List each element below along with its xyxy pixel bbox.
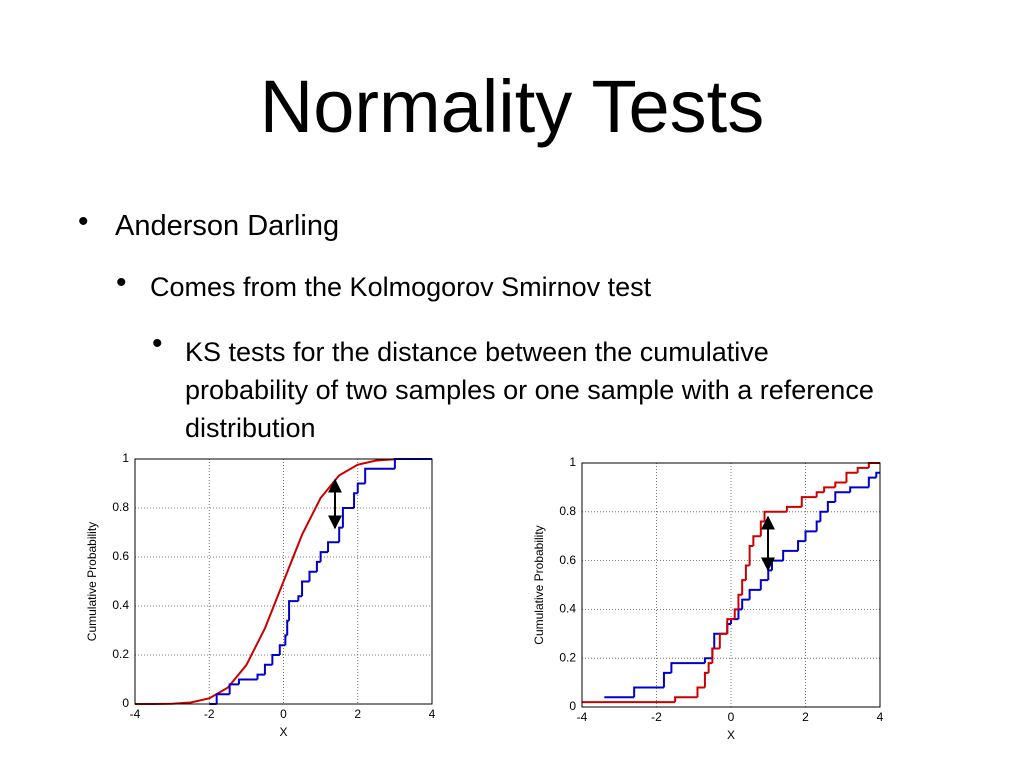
x-tick-label: -4 xyxy=(577,710,588,724)
step-segment xyxy=(849,486,869,493)
step-segment xyxy=(804,530,817,542)
step-segment xyxy=(263,663,273,675)
bullet-text: Comes from the Kolmogorov Smirnov test xyxy=(150,272,652,302)
x-tick-label: 4 xyxy=(877,710,884,724)
y-tick-label: 1 xyxy=(122,451,129,465)
step-segment xyxy=(662,671,672,688)
x-axis-label: X xyxy=(279,725,287,739)
x-tick-label: 0 xyxy=(728,710,735,724)
step-segment xyxy=(797,540,806,551)
step-segment xyxy=(741,579,746,595)
x-tick-label: -2 xyxy=(204,707,215,721)
step-segment xyxy=(856,466,869,473)
plot-frame xyxy=(134,458,433,705)
y-tick-label: 0.2 xyxy=(559,650,576,664)
y-tick-label: 0.6 xyxy=(559,553,576,567)
step-segment xyxy=(356,482,366,494)
step-segment xyxy=(748,544,754,566)
step-segment xyxy=(703,671,709,688)
step-segment xyxy=(215,693,230,704)
y-tick-label: 0 xyxy=(569,699,576,713)
step-segment xyxy=(748,588,761,600)
y-axis-label: Cumulative Probability xyxy=(532,525,546,644)
x-axis-label: X xyxy=(727,728,735,742)
slide-title: Normality Tests xyxy=(259,65,765,148)
x-tick-label: 4 xyxy=(429,707,436,721)
step-segment xyxy=(696,686,705,698)
step-segment xyxy=(308,570,317,582)
y-tick-label: 0.2 xyxy=(112,647,129,661)
step-segment xyxy=(297,595,303,602)
bullet-mark: • xyxy=(116,266,127,299)
step-segment xyxy=(819,510,828,522)
step-segment xyxy=(752,535,761,546)
step-segment xyxy=(823,486,836,493)
x-tick-label: 2 xyxy=(354,707,361,721)
step-segment xyxy=(815,491,825,498)
step-segment xyxy=(288,600,299,621)
step-segment xyxy=(327,541,340,553)
step-segment xyxy=(718,632,728,649)
y-tick-label: 0.8 xyxy=(559,504,576,518)
y-tick-label: 0.4 xyxy=(112,598,129,612)
bullet-mark: • xyxy=(152,327,163,360)
step-segment xyxy=(800,496,817,507)
step-segment xyxy=(733,608,739,620)
step-segment xyxy=(703,657,713,664)
bullet-text: KS tests for the distance between the cu… xyxy=(185,337,874,443)
cdf-curve xyxy=(134,458,395,705)
step-segment xyxy=(875,471,880,478)
step-segment xyxy=(278,644,286,655)
step-segment xyxy=(759,579,769,590)
y-tick-label: 0.6 xyxy=(112,549,129,563)
y-tick-label: 1 xyxy=(569,455,576,469)
x-tick-label: 0 xyxy=(280,707,287,721)
step-segment xyxy=(815,520,821,532)
step-segment xyxy=(826,501,836,512)
step-segment xyxy=(301,580,310,597)
step-segment xyxy=(834,481,847,488)
x-tick-label: -4 xyxy=(130,707,141,721)
plot-area xyxy=(582,463,880,707)
bullet-mark: • xyxy=(78,205,89,238)
step-segment xyxy=(353,492,358,508)
step-segment xyxy=(228,683,239,695)
step-segment xyxy=(670,662,705,673)
step-segment xyxy=(319,551,329,562)
y-tick-label: 0.4 xyxy=(559,602,576,616)
y-tick-label: 0.8 xyxy=(112,500,129,514)
step-segment xyxy=(707,662,713,673)
x-tick-label: 2 xyxy=(802,710,809,724)
step-segment xyxy=(741,598,750,610)
step-segment xyxy=(737,593,743,610)
x-tick-label: -2 xyxy=(651,710,662,724)
step-segment xyxy=(674,696,698,703)
step-segment xyxy=(782,549,799,561)
step-segment xyxy=(341,507,355,528)
step-segment xyxy=(785,505,802,512)
step-segment xyxy=(744,564,750,581)
step-segment xyxy=(271,654,280,665)
step-segment xyxy=(845,471,858,483)
step-segment xyxy=(315,560,321,572)
plot-frame xyxy=(581,462,881,708)
step-segment xyxy=(726,618,735,634)
step-segment xyxy=(256,673,265,680)
step-segment xyxy=(633,686,664,698)
y-axis-label: Cumulative Probability xyxy=(85,522,99,641)
step-segment xyxy=(237,678,258,685)
step-segment xyxy=(867,476,877,488)
step-segment xyxy=(364,467,395,484)
y-tick-label: 0 xyxy=(122,696,129,710)
step-segment xyxy=(834,491,851,503)
bullet-text: Anderson Darling xyxy=(115,210,340,242)
step-segment xyxy=(711,647,720,664)
